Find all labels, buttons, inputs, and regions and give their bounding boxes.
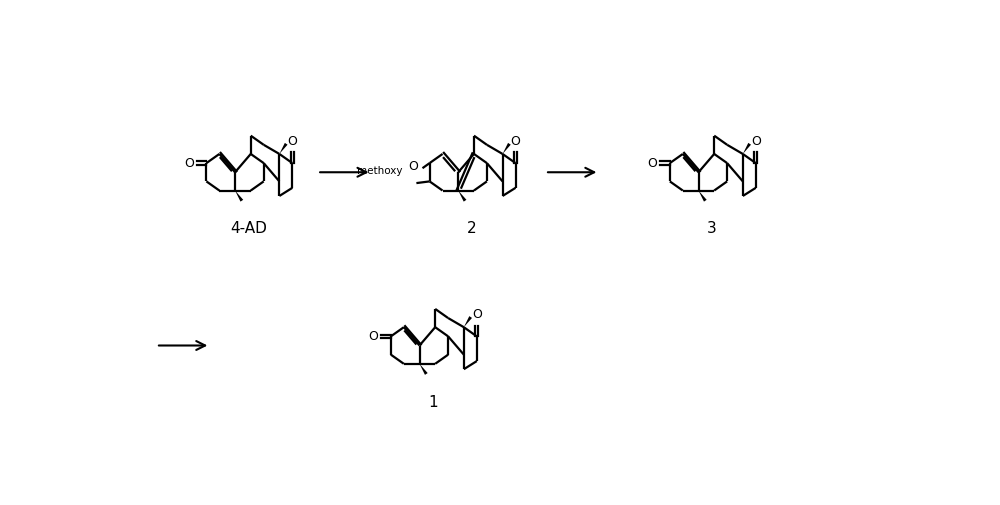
Polygon shape xyxy=(279,143,288,154)
Polygon shape xyxy=(743,143,751,154)
Polygon shape xyxy=(235,190,243,201)
Text: O: O xyxy=(287,135,297,147)
Text: O: O xyxy=(472,308,482,321)
Text: 1: 1 xyxy=(428,394,438,410)
Polygon shape xyxy=(420,364,428,375)
Polygon shape xyxy=(464,316,472,327)
Text: methoxy: methoxy xyxy=(357,166,402,176)
Text: O: O xyxy=(511,135,520,147)
Text: O: O xyxy=(184,157,194,170)
Polygon shape xyxy=(458,190,466,201)
Text: O: O xyxy=(647,157,657,170)
Text: 2: 2 xyxy=(467,221,477,236)
Text: 3: 3 xyxy=(707,221,717,236)
Text: O: O xyxy=(751,135,761,147)
Polygon shape xyxy=(503,143,511,154)
Text: O: O xyxy=(408,160,418,173)
Text: 4-AD: 4-AD xyxy=(230,221,267,236)
Polygon shape xyxy=(698,190,707,201)
Text: O: O xyxy=(368,330,378,343)
